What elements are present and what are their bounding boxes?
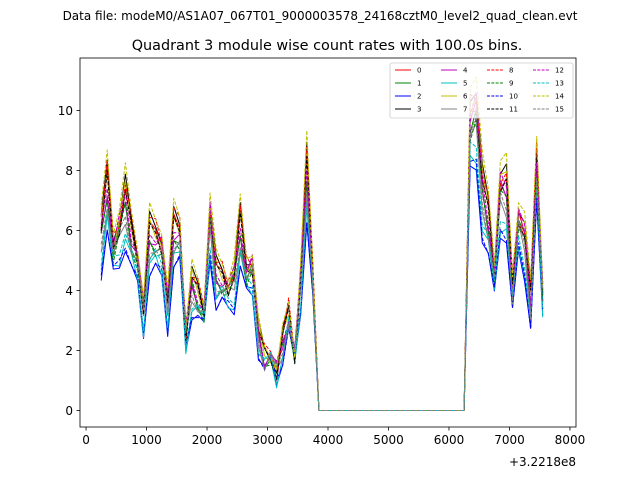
chart-title: Quadrant 3 module wise count rates with … [132,38,523,54]
legend-label-5: 5 [463,80,467,88]
x-axis-offset-label: +3.2218e8 [509,455,576,469]
x-tick-label: 6000 [434,433,465,447]
x-axis: 0 1000 2000 3000 4000 5000 6000 7000 8000 [82,427,585,447]
figure-suptitle: Data file: modeM0/AS1A07_067T01_90000035… [63,9,578,23]
x-tick-label: 7000 [494,433,525,447]
y-axis: 0 2 4 6 8 10 [58,104,80,418]
x-tick-label: 2000 [192,433,223,447]
y-tick-label: 0 [65,404,73,418]
legend-label-11: 11 [509,106,518,114]
y-tick-label: 4 [65,284,73,298]
y-tick-label: 8 [65,164,73,178]
legend-label-4: 4 [463,67,468,75]
y-tick-label: 6 [65,224,73,238]
legend-box [389,62,574,119]
legend-label-3: 3 [417,106,421,114]
series-lines [100,76,544,411]
legend-label-7: 7 [463,106,467,114]
legend-label-12: 12 [555,67,564,75]
legend-label-9: 9 [509,80,513,88]
series-line-15 [100,115,544,411]
legend-label-10: 10 [509,93,518,101]
legend-label-15: 15 [555,106,564,114]
y-tick-label: 2 [65,344,73,358]
y-tick-label: 10 [58,104,73,118]
x-tick-label: 0 [82,433,90,447]
x-tick-label: 5000 [373,433,404,447]
x-tick-label: 1000 [131,433,162,447]
legend-label-1: 1 [417,80,421,88]
x-tick-label: 3000 [252,433,283,447]
x-tick-label: 4000 [313,433,344,447]
series-line-12 [100,91,544,411]
legend-label-13: 13 [555,80,564,88]
legend-label-14: 14 [555,93,564,101]
x-tick-label: 8000 [555,433,586,447]
legend-label-8: 8 [509,67,513,75]
legend-label-2: 2 [417,93,421,101]
legend-label-0: 0 [417,67,421,75]
legend-label-6: 6 [463,93,468,101]
